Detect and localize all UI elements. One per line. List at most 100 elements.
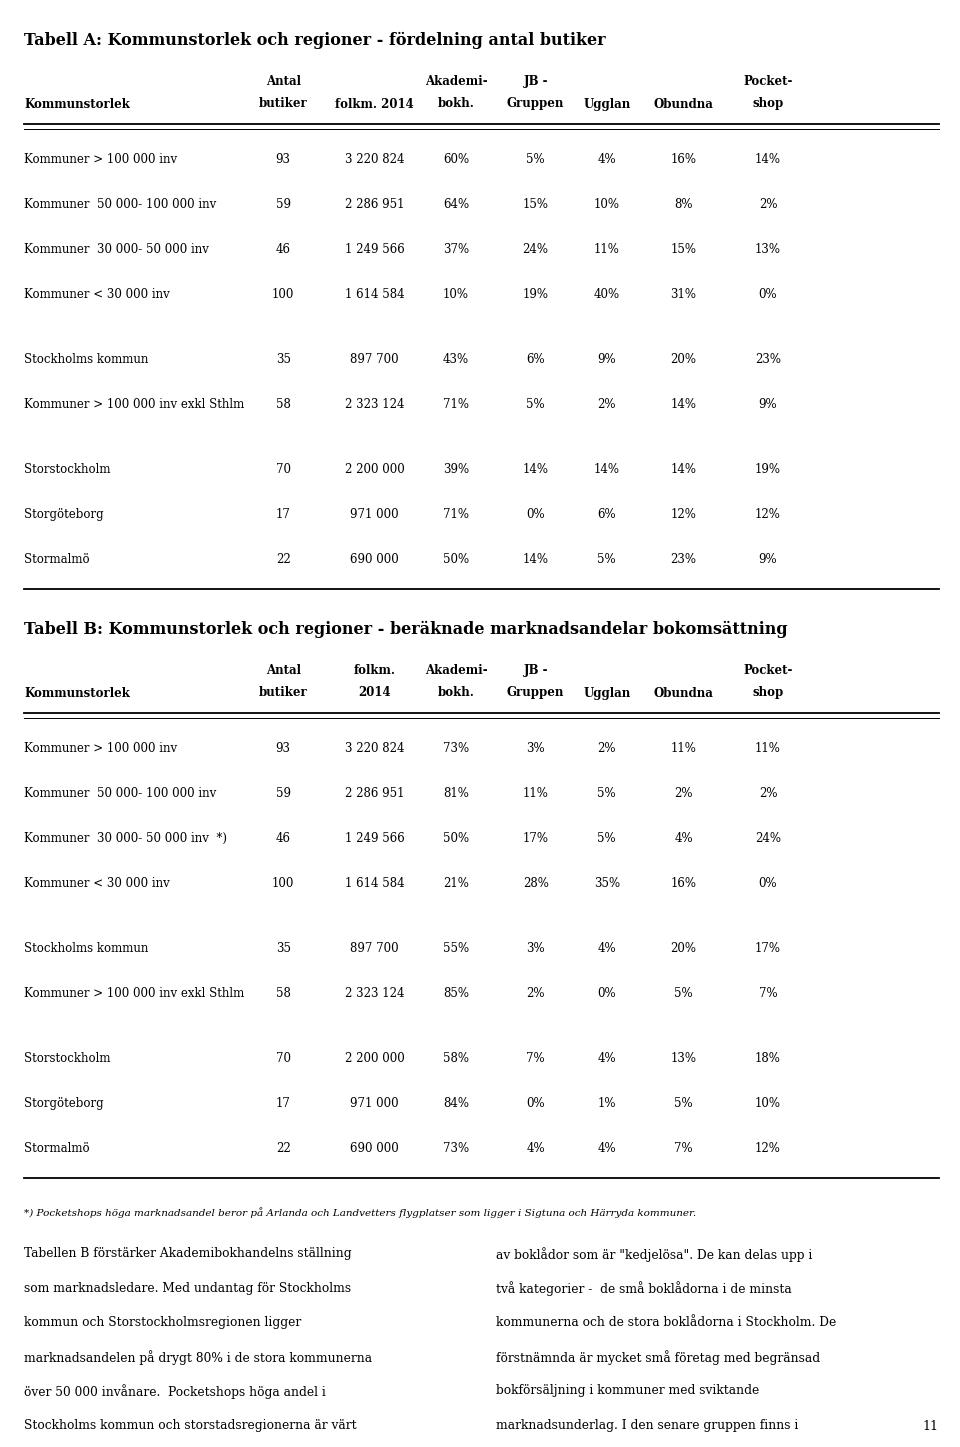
Text: 11%: 11%	[756, 742, 780, 755]
Text: Stormalmö: Stormalmö	[24, 553, 89, 566]
Text: 3%: 3%	[526, 742, 545, 755]
Text: folkm. 2014: folkm. 2014	[335, 98, 414, 111]
Text: 0%: 0%	[597, 987, 616, 1000]
Text: 73%: 73%	[443, 742, 469, 755]
Text: bokförsäljning i kommuner med sviktande: bokförsäljning i kommuner med sviktande	[495, 1385, 759, 1398]
Text: bokh.: bokh.	[438, 97, 474, 110]
Text: Kommuner > 100 000 inv exkl Sthlm: Kommuner > 100 000 inv exkl Sthlm	[24, 398, 244, 411]
Text: förstnämnda är mycket små företag med begränsad: förstnämnda är mycket små företag med be…	[495, 1350, 820, 1365]
Text: 12%: 12%	[756, 1142, 780, 1155]
Text: 58%: 58%	[443, 1052, 469, 1065]
Text: 6%: 6%	[597, 508, 616, 521]
Text: Ugglan: Ugglan	[583, 98, 631, 111]
Text: Antal: Antal	[266, 75, 300, 88]
Text: Gruppen: Gruppen	[507, 686, 564, 699]
Text: Akademi-: Akademi-	[424, 75, 488, 88]
Text: 690 000: 690 000	[350, 1142, 398, 1155]
Text: 2 200 000: 2 200 000	[345, 463, 404, 476]
Text: 4%: 4%	[597, 1052, 616, 1065]
Text: 100: 100	[272, 877, 295, 890]
Text: som marknadsledare. Med undantag för Stockholms: som marknadsledare. Med undantag för Sto…	[24, 1282, 351, 1295]
Text: Kommuner < 30 000 inv: Kommuner < 30 000 inv	[24, 288, 170, 301]
Text: Obundna: Obundna	[654, 98, 713, 111]
Text: 14%: 14%	[522, 463, 549, 476]
Text: 10%: 10%	[755, 1097, 781, 1110]
Text: 20%: 20%	[670, 942, 697, 955]
Text: 15%: 15%	[522, 198, 549, 211]
Text: 2 200 000: 2 200 000	[345, 1052, 404, 1065]
Text: 5%: 5%	[526, 153, 545, 166]
Text: Storgöteborg: Storgöteborg	[24, 1097, 104, 1110]
Text: 40%: 40%	[593, 288, 620, 301]
Text: 0%: 0%	[758, 877, 778, 890]
Text: marknadsunderlag. I den senare gruppen finns i: marknadsunderlag. I den senare gruppen f…	[495, 1418, 798, 1431]
Text: Kommuner  30 000- 50 000 inv: Kommuner 30 000- 50 000 inv	[24, 243, 209, 256]
Text: 2%: 2%	[597, 742, 616, 755]
Text: 46: 46	[276, 832, 291, 845]
Text: 897 700: 897 700	[350, 942, 398, 955]
Text: 5%: 5%	[674, 987, 693, 1000]
Text: Pocket-: Pocket-	[743, 664, 793, 677]
Text: folkm.: folkm.	[353, 664, 396, 677]
Text: Antal: Antal	[266, 664, 300, 677]
Text: *) Pocketshops höga marknadsandel beror på Arlanda och Landvetters flygplatser s: *) Pocketshops höga marknadsandel beror …	[24, 1207, 696, 1217]
Text: marknadsandelen på drygt 80% i de stora kommunerna: marknadsandelen på drygt 80% i de stora …	[24, 1350, 372, 1365]
Text: 31%: 31%	[670, 288, 697, 301]
Text: Akademi-: Akademi-	[424, 664, 488, 677]
Text: Kommuner > 100 000 inv: Kommuner > 100 000 inv	[24, 742, 178, 755]
Text: 5%: 5%	[597, 787, 616, 800]
Text: 46: 46	[276, 243, 291, 256]
Text: 19%: 19%	[755, 463, 781, 476]
Text: 50%: 50%	[443, 553, 469, 566]
Text: 17%: 17%	[755, 942, 781, 955]
Text: 9%: 9%	[758, 398, 778, 411]
Text: 70: 70	[276, 463, 291, 476]
Text: 50%: 50%	[443, 832, 469, 845]
Text: 93: 93	[276, 153, 291, 166]
Text: 23%: 23%	[670, 553, 697, 566]
Text: 21%: 21%	[444, 877, 468, 890]
Text: 28%: 28%	[523, 877, 548, 890]
Text: Tabellen B förstärker Akademibokhandelns ställning: Tabellen B förstärker Akademibokhandelns…	[24, 1247, 351, 1260]
Text: 12%: 12%	[671, 508, 696, 521]
Text: 2 323 124: 2 323 124	[345, 987, 404, 1000]
Text: 14%: 14%	[670, 398, 697, 411]
Text: 17%: 17%	[522, 832, 549, 845]
Text: bokh.: bokh.	[438, 686, 474, 699]
Text: 73%: 73%	[443, 1142, 469, 1155]
Text: 14%: 14%	[755, 153, 781, 166]
Text: Gruppen: Gruppen	[507, 97, 564, 110]
Text: 71%: 71%	[443, 508, 469, 521]
Text: 59: 59	[276, 198, 291, 211]
Text: 24%: 24%	[755, 832, 781, 845]
Text: Stormalmö: Stormalmö	[24, 1142, 89, 1155]
Text: 55%: 55%	[443, 942, 469, 955]
Text: 2%: 2%	[526, 987, 545, 1000]
Text: 5%: 5%	[597, 832, 616, 845]
Text: 70: 70	[276, 1052, 291, 1065]
Text: över 50 000 invånare.  Pocketshops höga andel i: över 50 000 invånare. Pocketshops höga a…	[24, 1385, 325, 1399]
Text: 19%: 19%	[522, 288, 549, 301]
Text: 12%: 12%	[756, 508, 780, 521]
Text: 84%: 84%	[443, 1097, 469, 1110]
Text: 64%: 64%	[443, 198, 469, 211]
Text: av boklådor som är "kedjelösa". De kan delas upp i: av boklådor som är "kedjelösa". De kan d…	[495, 1247, 812, 1262]
Text: 0%: 0%	[758, 288, 778, 301]
Text: 4%: 4%	[674, 832, 693, 845]
Text: Kommuner  50 000- 100 000 inv: Kommuner 50 000- 100 000 inv	[24, 787, 216, 800]
Text: 2 323 124: 2 323 124	[345, 398, 404, 411]
Text: 897 700: 897 700	[350, 353, 398, 366]
Text: 58: 58	[276, 398, 291, 411]
Text: butiker: butiker	[259, 686, 307, 699]
Text: Kommuner > 100 000 inv: Kommuner > 100 000 inv	[24, 153, 178, 166]
Text: 2 286 951: 2 286 951	[345, 198, 404, 211]
Text: 35: 35	[276, 942, 291, 955]
Text: 1 249 566: 1 249 566	[345, 243, 404, 256]
Text: 43%: 43%	[443, 353, 469, 366]
Text: 11%: 11%	[671, 742, 696, 755]
Text: 7%: 7%	[526, 1052, 545, 1065]
Text: Kommunstorlek: Kommunstorlek	[24, 98, 130, 111]
Text: 20%: 20%	[670, 353, 697, 366]
Text: shop: shop	[753, 97, 783, 110]
Text: Stockholms kommun och storstadsregionerna är värt: Stockholms kommun och storstadsregionern…	[24, 1418, 356, 1431]
